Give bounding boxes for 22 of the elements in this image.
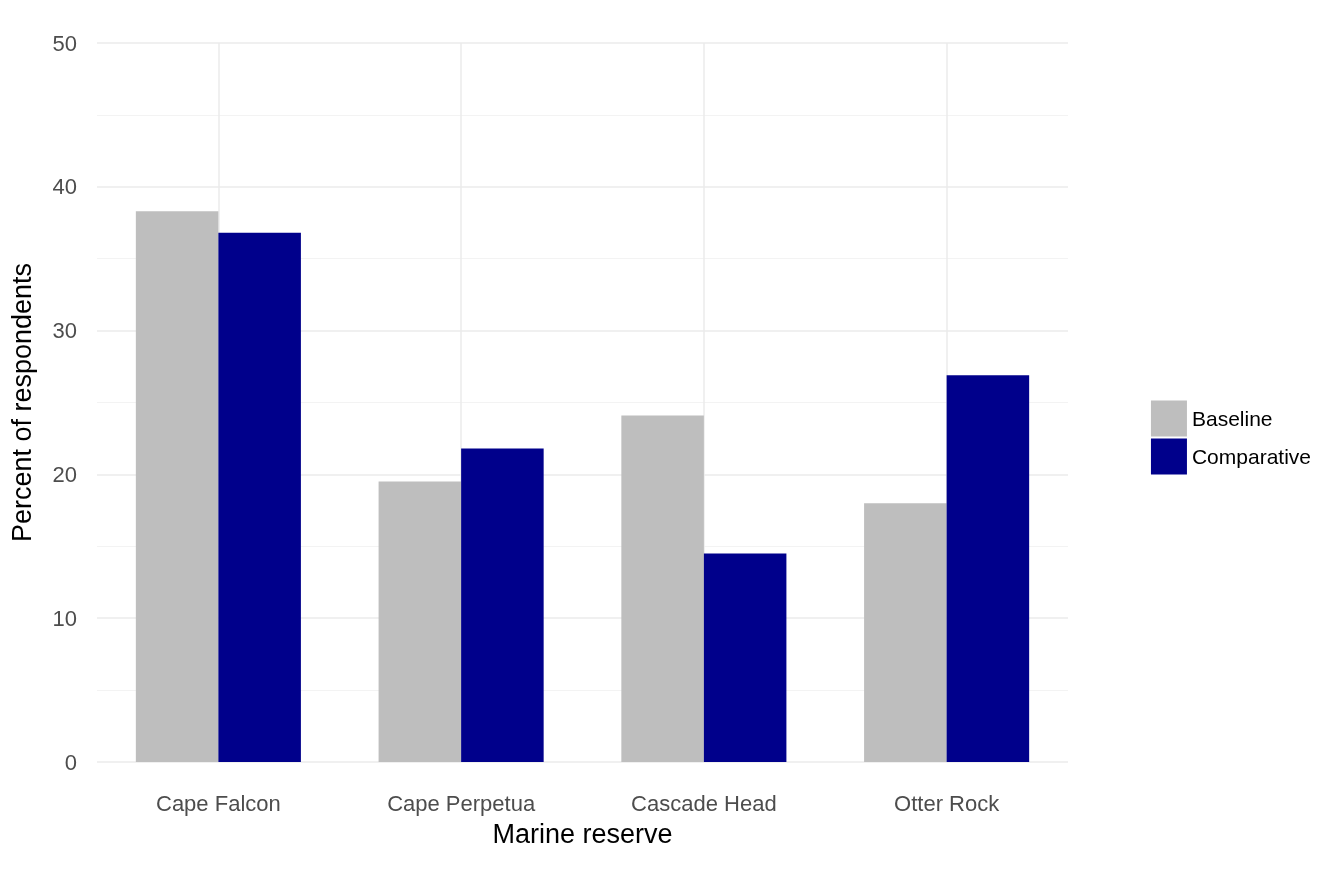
y-tick-label: 50 — [52, 30, 77, 56]
y-tick-label: 30 — [52, 318, 77, 344]
x-axis-title: Marine reserve — [492, 818, 673, 849]
x-tick-label: Cape Perpetua — [387, 790, 536, 816]
bar — [946, 375, 1030, 762]
bar — [864, 503, 947, 762]
bar — [218, 232, 301, 762]
y-axis-title: Percent of respondents — [6, 262, 37, 543]
bar — [621, 415, 704, 762]
bar — [461, 448, 544, 762]
y-tick-label: 40 — [52, 174, 77, 200]
y-tick-label: 20 — [52, 461, 77, 487]
legend-label: Comparative — [1191, 445, 1312, 468]
x-tick-label: Cape Falcon — [156, 790, 281, 816]
x-tick-label: Otter Rock — [894, 790, 1001, 816]
x-tick-label: Cascade Head — [631, 790, 777, 816]
y-tick-label: 0 — [64, 749, 77, 775]
bar — [703, 553, 787, 762]
bar — [378, 481, 462, 762]
bar — [135, 211, 219, 762]
y-tick-label: 10 — [52, 605, 77, 631]
legend-label: Baseline — [1191, 407, 1273, 430]
